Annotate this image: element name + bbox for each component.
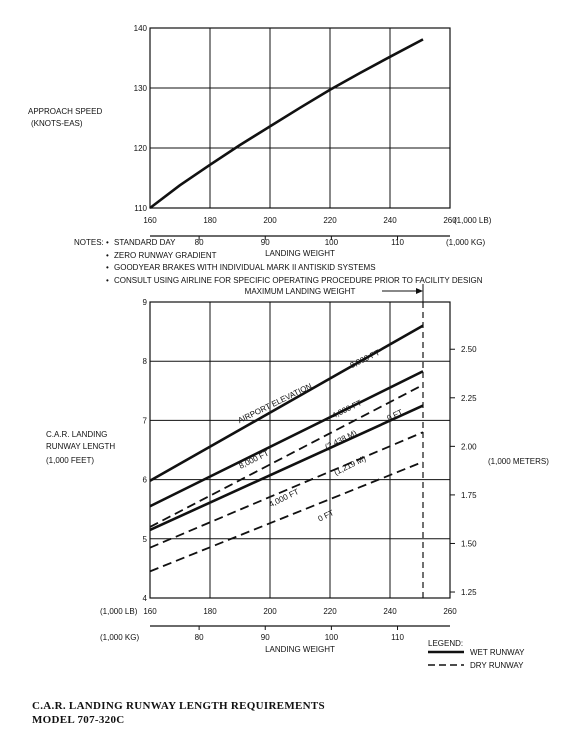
top-y-tick: 130 xyxy=(134,84,148,93)
bottom-y-tick: 8 xyxy=(143,357,148,366)
top-xlabel: LANDING WEIGHT xyxy=(265,249,335,258)
bottom-kg-tick: 80 xyxy=(195,633,204,642)
meters-tick: 1.75 xyxy=(461,491,477,500)
bottom-y-tick: 6 xyxy=(143,476,148,485)
max-landing-weight-arrow xyxy=(382,284,424,302)
note-bullet-4: • xyxy=(106,276,109,285)
top-kg-tick: 90 xyxy=(261,238,270,247)
curve-annotation: (2,438 M) xyxy=(324,428,359,451)
top-kg-tick: 100 xyxy=(325,238,339,247)
max-landing-weight-label: MAXIMUM LANDING WEIGHT xyxy=(245,287,356,296)
bottom-x-tick-labels: 160 180 200 220 240 260 xyxy=(143,607,457,616)
bottom-x-tick: 260 xyxy=(443,607,457,616)
bottom-y-tick-labels: 4 5 6 7 8 9 xyxy=(143,298,148,603)
bottom-x-tick: 160 xyxy=(143,607,157,616)
top-y-tick: 120 xyxy=(134,144,148,153)
top-plot-frame xyxy=(149,27,451,209)
notes-block: NOTES: • STANDARD DAY • ZERO RUNWAY GRAD… xyxy=(74,238,483,285)
note-3: GOODYEAR BRAKES WITH INDIVIDUAL MARK II … xyxy=(114,263,376,272)
caption-model: MODEL 707-320C xyxy=(32,714,125,726)
top-x-unit: (1,000 LB) xyxy=(454,216,492,225)
bottom-kg-unit: (1,000 KG) xyxy=(100,633,139,642)
caption-title: C.A.R. LANDING RUNWAY LENGTH REQUIREMENT… xyxy=(32,700,325,712)
bottom-series-group xyxy=(149,324,424,573)
legend-dry-label: DRY RUNWAY xyxy=(470,661,524,670)
wet-runway-line xyxy=(149,324,424,482)
meters-tick: 2.00 xyxy=(461,442,477,451)
bottom-gridlines xyxy=(150,302,450,598)
bottom-x-tick: 180 xyxy=(203,607,217,616)
bottom-kg-tick: 90 xyxy=(261,633,270,642)
meters-tick: 1.25 xyxy=(461,588,477,597)
top-kg-ticks: 80 90 100 110 xyxy=(195,236,404,247)
note-bullet-1: • xyxy=(106,238,109,247)
curve-annotation: 4,000 FT xyxy=(331,398,364,420)
bottom-ylabel-line2: RUNWAY LENGTH xyxy=(46,442,115,451)
note-4: CONSULT USING AIRLINE FOR SPECIFIC OPERA… xyxy=(114,276,483,285)
curve-annotations: AIRPORT ELEVATION 8,000 FT 4,000 FT 0 FT (2,… xyxy=(236,348,404,524)
dry-runway-line xyxy=(149,431,424,549)
bottom-y-tick: 4 xyxy=(143,594,148,603)
bottom-kg-tick: 100 xyxy=(325,633,339,642)
curve-annotation: 8,000 FT xyxy=(349,348,382,370)
top-x-tick: 160 xyxy=(143,216,157,225)
curve-annotation: 0 FT xyxy=(317,508,336,523)
top-x-tick: 180 xyxy=(203,216,217,225)
top-x-tick: 200 xyxy=(263,216,277,225)
bottom-x-unit: (1,000 LB) xyxy=(100,607,138,616)
notes-heading: NOTES: xyxy=(74,238,104,247)
top-ylabel-line1: APPROACH SPEED xyxy=(28,107,102,116)
top-x-tick: 260 xyxy=(443,216,457,225)
top-x-tick: 220 xyxy=(323,216,337,225)
note-2: ZERO RUNWAY GRADIENT xyxy=(114,251,217,260)
bottom-x-tick: 240 xyxy=(383,607,397,616)
legend-wet-label: WET RUNWAY xyxy=(470,648,525,657)
meters-tick: 1.50 xyxy=(461,539,477,548)
top-kg-unit: (1,000 KG) xyxy=(446,238,485,247)
curve-annotation: (1,219 M) xyxy=(333,454,368,477)
meters-tick: 2.25 xyxy=(461,394,477,403)
legend-title: LEGEND: xyxy=(428,639,463,648)
meters-axis-label: (1,000 METERS) xyxy=(488,457,549,466)
approach-speed-line xyxy=(149,38,424,210)
approach-speed-chart: 160 180 200 220 240 260 110 120 130 140 (1,000 L… xyxy=(28,24,492,258)
top-x-tick: 240 xyxy=(383,216,397,225)
bottom-ylabel-line1: C.A.R. LANDING xyxy=(46,430,107,439)
legend: LEGEND: WET RUNWAY DRY RUNWAY xyxy=(428,639,525,670)
dry-runway-line xyxy=(149,461,424,573)
runway-length-chart: MAXIMUM LANDING WEIGHT AIRPORT ELEVATION… xyxy=(46,284,549,654)
max-weight-arrowhead xyxy=(416,288,423,294)
bottom-kg-ticks: 80 90 100 110 xyxy=(195,626,404,642)
top-gridlines xyxy=(150,28,450,208)
top-y-tick-labels: 110 120 130 140 xyxy=(134,24,148,213)
note-1: STANDARD DAY xyxy=(114,238,176,247)
meters-tick: 2.50 xyxy=(461,345,477,354)
bottom-x-tick: 220 xyxy=(323,607,337,616)
bottom-y-tick: 9 xyxy=(143,298,148,307)
bottom-kg-tick: 110 xyxy=(391,633,404,642)
dry-runway-line xyxy=(149,384,424,528)
top-kg-tick: 80 xyxy=(195,238,204,247)
bottom-y-tick: 5 xyxy=(143,535,148,544)
bottom-xlabel: LANDING WEIGHT xyxy=(265,645,335,654)
wet-runway-line xyxy=(149,404,424,532)
bottom-plot-frame xyxy=(149,301,451,599)
top-ylabel-line2: (KNOTS-EAS) xyxy=(31,119,83,128)
curve-annotation: AIRPORT ELEVATION xyxy=(236,381,313,425)
note-bullet-2: • xyxy=(106,251,109,260)
top-y-tick: 140 xyxy=(134,24,148,33)
top-y-tick: 110 xyxy=(134,204,147,213)
bottom-y-tick: 7 xyxy=(143,416,148,425)
bottom-x-tick: 200 xyxy=(263,607,277,616)
meters-tick-labels: 1.25 1.50 1.75 2.00 2.25 2.50 xyxy=(450,345,477,597)
wet-runway-line xyxy=(149,370,424,508)
bottom-ylabel-line3: (1,000 FEET) xyxy=(46,456,94,465)
note-bullet-3: • xyxy=(106,263,109,272)
top-kg-tick: 110 xyxy=(391,238,404,247)
top-x-tick-labels: 160 180 200 220 240 260 xyxy=(143,216,457,225)
top-series-group xyxy=(149,38,424,210)
